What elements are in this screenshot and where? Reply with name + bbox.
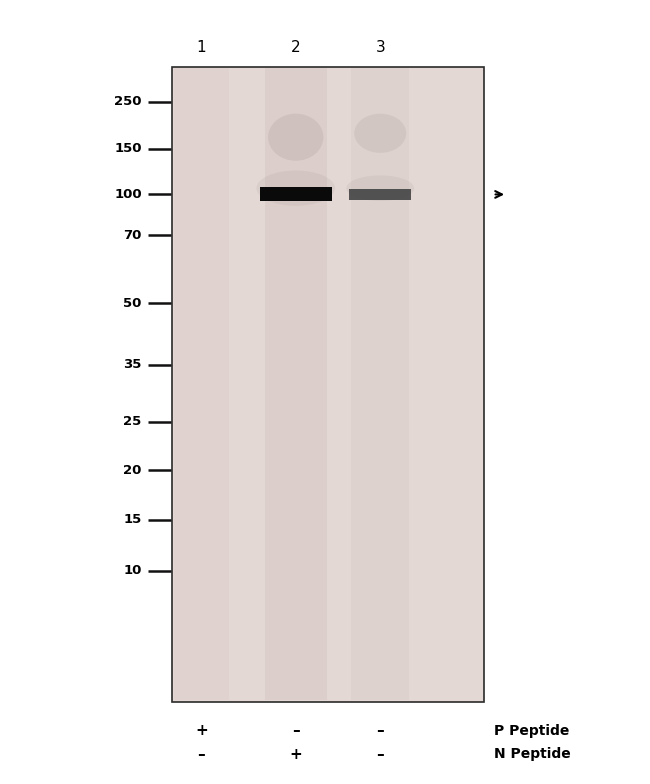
Text: +: +	[289, 746, 302, 762]
Bar	[350, 189, 411, 199]
Ellipse shape	[268, 114, 324, 161]
Text: 50: 50	[124, 297, 142, 310]
Bar	[265, 68, 326, 700]
Ellipse shape	[256, 171, 335, 205]
Ellipse shape	[346, 176, 414, 201]
Text: 2: 2	[291, 39, 300, 55]
Bar	[174, 68, 229, 700]
Text: –: –	[376, 723, 384, 739]
Text: 10: 10	[124, 564, 142, 577]
Text: 20: 20	[124, 464, 142, 477]
Text: –: –	[292, 723, 300, 739]
Text: +: +	[195, 723, 208, 739]
Bar	[172, 67, 484, 702]
Text: –: –	[376, 746, 384, 762]
Text: 35: 35	[124, 358, 142, 371]
Text: 25: 25	[124, 416, 142, 428]
Text: 250: 250	[114, 96, 142, 108]
Text: 3: 3	[376, 39, 385, 55]
Bar	[351, 68, 410, 700]
Text: N Peptide: N Peptide	[494, 747, 571, 761]
Text: 100: 100	[114, 188, 142, 201]
Text: 15: 15	[124, 514, 142, 526]
Ellipse shape	[354, 114, 406, 153]
Text: 150: 150	[114, 143, 142, 155]
Text: –: –	[198, 746, 205, 762]
Text: 70: 70	[124, 229, 142, 241]
Text: 1: 1	[197, 39, 206, 55]
Text: P Peptide: P Peptide	[494, 724, 569, 738]
Bar	[260, 187, 332, 201]
